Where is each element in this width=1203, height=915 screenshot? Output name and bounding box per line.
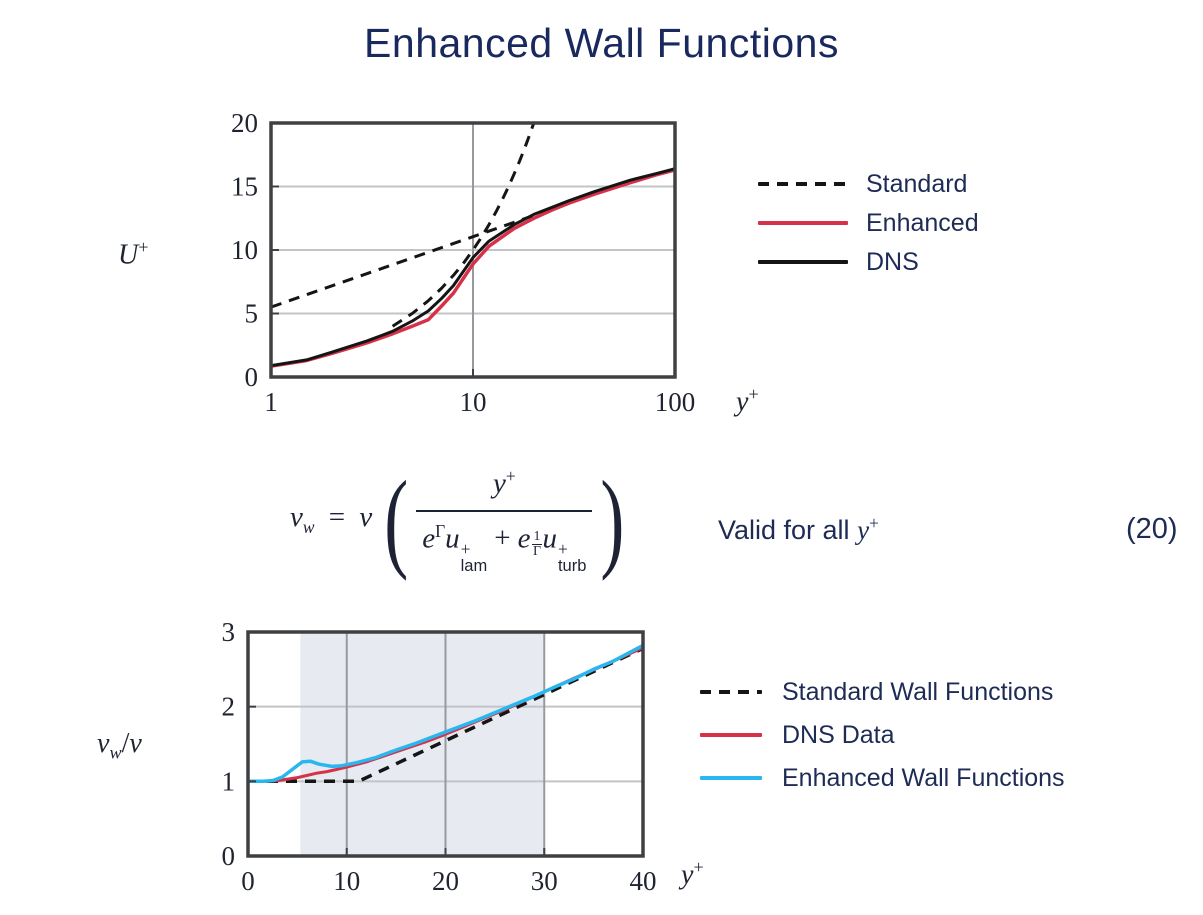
- svg-text:2: 2: [222, 692, 236, 722]
- legend-item-enhanced: Enhanced: [758, 210, 979, 236]
- legend-label-enhanced-wf: Enhanced Wall Functions: [782, 764, 1065, 792]
- dns-line-sample: [758, 260, 848, 264]
- svg-text:20: 20: [432, 866, 459, 896]
- bottom-chart-legend: Standard Wall Functions DNS Data Enhance…: [700, 679, 1065, 791]
- legend-label-dns: DNS: [866, 248, 919, 276]
- top-chart-legend: Standard Enhanced DNS: [758, 171, 979, 275]
- legend-label-dns-data: DNS Data: [782, 721, 895, 749]
- slide-title: Enhanced Wall Functions: [364, 20, 839, 66]
- top-chart-x-axis-label: y+: [736, 384, 759, 418]
- legend-item-standard: Standard: [758, 171, 979, 197]
- legend-item-dns: DNS: [758, 249, 979, 275]
- svg-text:10: 10: [460, 387, 487, 417]
- svg-text:10: 10: [333, 866, 360, 896]
- bottom-chart-y-axis-label: νw/ν: [97, 728, 142, 763]
- svg-text:100: 100: [655, 387, 696, 417]
- legend-item-standard-wall-functions: Standard Wall Functions: [700, 679, 1065, 705]
- svg-text:0: 0: [241, 866, 255, 896]
- enhanced-line-sample: [758, 221, 848, 225]
- bottom-chart-x-axis-label: y+: [681, 857, 704, 891]
- legend-label-enhanced: Enhanced: [866, 209, 979, 237]
- legend-label-standard: Standard: [866, 170, 968, 198]
- viscosity-ratio-chart: 0 10 20 30 40 0 1 2 3: [222, 617, 657, 896]
- legend-label-standard-wf: Standard Wall Functions: [782, 678, 1054, 706]
- svg-text:40: 40: [630, 866, 657, 896]
- standard-wf-dashed-line-sample: [700, 690, 762, 694]
- svg-text:1: 1: [222, 766, 236, 796]
- equation-lhs: νw = ν: [290, 501, 373, 538]
- svg-text:0: 0: [222, 841, 236, 871]
- svg-text:10: 10: [231, 235, 258, 265]
- svg-text:20: 20: [231, 108, 258, 138]
- validity-note: Valid for all y+: [718, 513, 879, 545]
- standard-dashed-line-sample: [758, 182, 848, 186]
- enhanced-wf-line-sample: [700, 776, 762, 780]
- u-plus-profile-chart: 1 10 100 0 5 10 15 20: [231, 108, 696, 417]
- svg-text:3: 3: [222, 617, 236, 647]
- svg-text:1: 1: [264, 387, 278, 417]
- svg-text:5: 5: [245, 299, 259, 329]
- fraction-numerator: y+: [492, 466, 516, 500]
- top-chart-y-axis-label: U+: [118, 237, 149, 271]
- legend-item-enhanced-wall-functions: Enhanced Wall Functions: [700, 765, 1065, 791]
- legend-item-dns-data: DNS Data: [700, 722, 1065, 748]
- equation-number: (20): [1126, 513, 1178, 545]
- svg-text:30: 30: [531, 866, 558, 896]
- svg-text:15: 15: [231, 172, 258, 202]
- dns-data-line-sample: [700, 733, 762, 737]
- svg-text:0: 0: [245, 362, 259, 392]
